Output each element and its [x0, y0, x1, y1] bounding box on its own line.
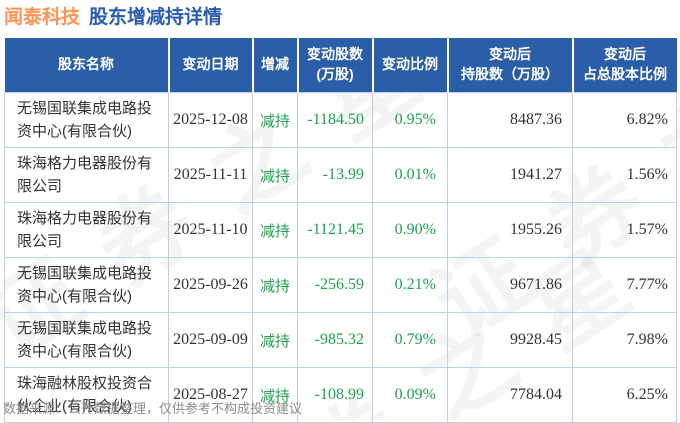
title-text: 股东增减持详情: [89, 7, 223, 28]
change-shares: -1184.50: [297, 92, 373, 148]
column-header-shareholder: 股东名称: [4, 38, 170, 93]
table-header: 股东名称 变动日期 增减 变动股数 (万股) 变动比例 变动后 持股数（万股） …: [4, 38, 677, 93]
table-row: 无锡国联集成电路投资中心(有限合伙) 2025-12-08 减持 -1184.5…: [4, 92, 677, 148]
column-header-shares: 变动股数 (万股): [297, 38, 374, 93]
after-ratio: 6.25%: [572, 367, 677, 423]
after-shares: 1955.26: [447, 202, 573, 258]
change-ratio: 0.95%: [372, 92, 448, 148]
table-body: 无锡国联集成电路投资中心(有限合伙) 2025-12-08 减持 -1184.5…: [4, 92, 677, 423]
shareholder-name: 无锡国联集成电路投资中心(有限合伙): [4, 257, 169, 313]
change-shares: -256.59: [297, 257, 373, 313]
change-shares: -1121.45: [297, 202, 373, 258]
change-date: 2025-09-26: [168, 257, 253, 313]
after-ratio: 1.57%: [572, 202, 677, 258]
after-ratio: 7.77%: [572, 257, 677, 313]
shareholder-name: 珠海格力电器股份有限公司: [4, 147, 169, 203]
change-ratio: 0.09%: [372, 367, 448, 423]
shareholder-change-table: 股东名称 变动日期 增减 变动股数 (万股) 变动比例 变动后 持股数（万股） …: [4, 38, 677, 423]
change-date: 2025-11-11: [168, 147, 253, 203]
change-date: 2025-09-09: [168, 312, 253, 368]
after-shares: 9671.86: [447, 257, 573, 313]
after-ratio: 1.56%: [572, 147, 677, 203]
action-label: 减持: [252, 147, 298, 203]
change-shares: -13.99: [297, 147, 373, 203]
after-ratio: 6.82%: [572, 92, 677, 148]
shareholder-name: 无锡国联集成电路投资中心(有限合伙): [4, 92, 169, 148]
column-header-after-ratio: 变动后 占总股本比例: [572, 38, 677, 93]
column-header-ratio: 变动比例: [372, 38, 449, 93]
change-date: 2025-12-08: [168, 92, 253, 148]
column-header-action: 增减: [252, 38, 299, 93]
change-shares: -108.99: [297, 367, 373, 423]
after-shares: 1941.27: [447, 147, 573, 203]
shareholder-name: 珠海格力电器股份有限公司: [4, 202, 169, 258]
data-source-note: 数据来源：公开数据整理，仅供参考不构成投资建议: [3, 401, 303, 416]
after-shares: 8487.36: [447, 92, 573, 148]
change-ratio: 0.21%: [372, 257, 448, 313]
after-shares: 7784.04: [447, 367, 573, 423]
change-shares: -985.32: [297, 312, 373, 368]
table-row: 无锡国联集成电路投资中心(有限合伙) 2025-09-09 减持 -985.32…: [4, 312, 677, 368]
after-ratio: 7.98%: [572, 312, 677, 368]
after-shares: 9928.45: [447, 312, 573, 368]
change-date: 2025-11-10: [168, 202, 253, 258]
change-ratio: 0.90%: [372, 202, 448, 258]
action-label: 减持: [252, 312, 298, 368]
action-label: 减持: [252, 257, 298, 313]
page-title: 闻泰科技 股东增减持详情: [4, 6, 680, 30]
action-label: 减持: [252, 202, 298, 258]
table-row: 珠海格力电器股份有限公司 2025-11-10 减持 -1121.45 0.90…: [4, 202, 677, 258]
table-row: 珠海格力电器股份有限公司 2025-11-11 减持 -13.99 0.01% …: [4, 147, 677, 203]
shareholder-name: 无锡国联集成电路投资中心(有限合伙): [4, 312, 169, 368]
change-ratio: 0.01%: [372, 147, 448, 203]
action-label: 减持: [252, 92, 298, 148]
change-ratio: 0.79%: [372, 312, 448, 368]
column-header-after-shares: 变动后 持股数（万股）: [447, 38, 574, 93]
stock-name: 闻泰科技: [4, 7, 81, 28]
column-header-date: 变动日期: [168, 38, 254, 93]
table-row: 无锡国联集成电路投资中心(有限合伙) 2025-09-26 减持 -256.59…: [4, 257, 677, 313]
